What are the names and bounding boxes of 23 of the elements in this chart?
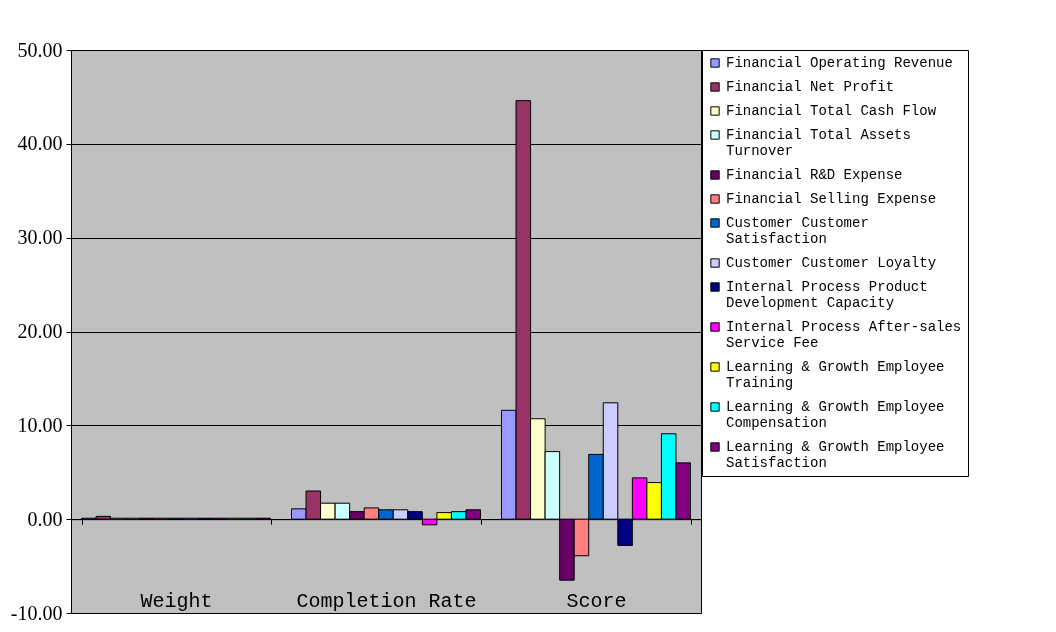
- y-tick-label: 40.00: [17, 132, 63, 155]
- legend-label: Learning & Growth Employee Satisfaction: [726, 439, 945, 471]
- legend-label: Financial Operating Revenue: [726, 55, 953, 71]
- y-tick-label: 30.00: [17, 226, 63, 249]
- y-tick-label: -10.00: [10, 601, 63, 624]
- y-tick-label: 20.00: [17, 320, 63, 342]
- legend-label: Financial Total Cash Flow: [726, 103, 937, 119]
- legend-label: Internal Process After-sales Service Fee: [726, 319, 962, 351]
- legend-label: Financial Total Assets Turnover: [726, 127, 911, 159]
- y-tick-label: 50.00: [17, 38, 63, 61]
- legend-label: Financial Selling Expense: [726, 191, 937, 207]
- legend-label: Internal Process Product Development Capacity: [726, 279, 928, 311]
- y-tick-label: 10.00: [17, 413, 63, 436]
- x-tick-label: Weight: [140, 589, 213, 613]
- legend-label: Learning & Growth Employee Compensation: [726, 399, 945, 431]
- legend-label: Customer Customer Satisfaction: [726, 215, 869, 247]
- legend-label: Financial R&D Expense: [726, 167, 903, 183]
- x-tick-label: Score: [566, 589, 627, 613]
- y-tick-label: 0.00: [27, 507, 63, 530]
- legend-label: Customer Customer Loyalty: [726, 255, 937, 271]
- legend-label: Learning & Growth Employee Training: [726, 359, 945, 391]
- x-tick-label: Completion Rate: [296, 589, 477, 613]
- legend-label: Financial Net Profit: [726, 79, 895, 95]
